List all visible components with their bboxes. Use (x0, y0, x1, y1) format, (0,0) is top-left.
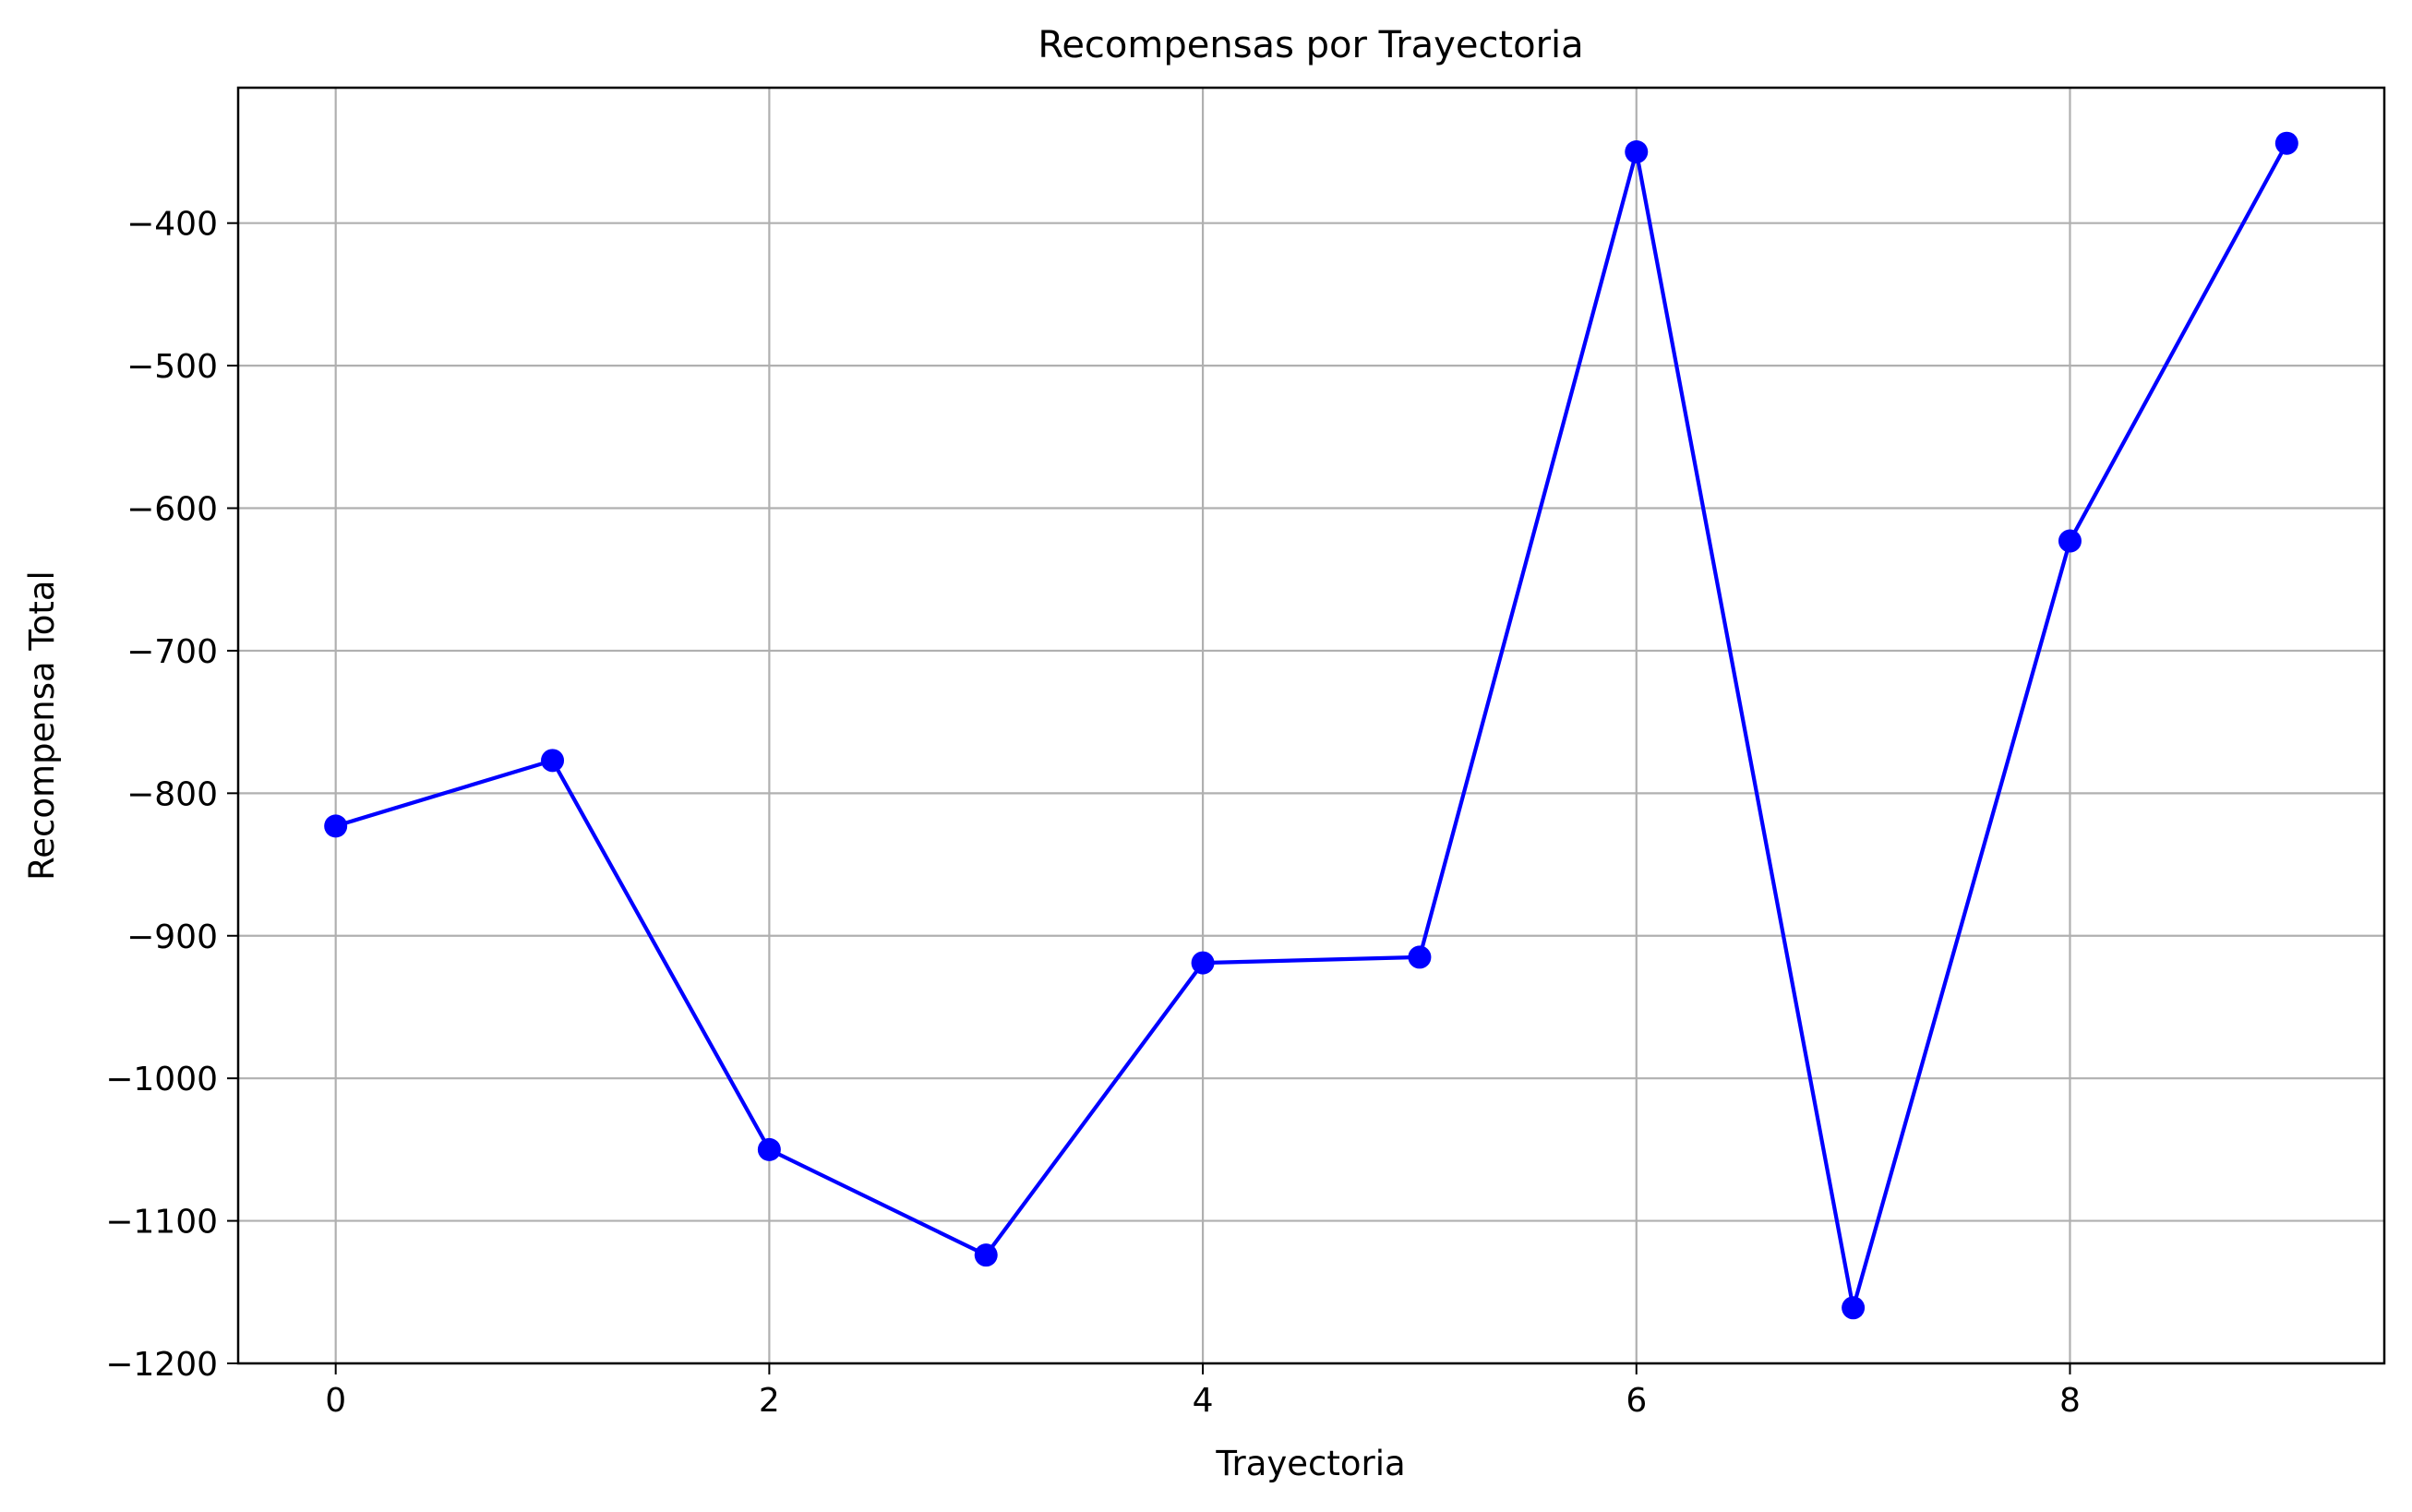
axis-ticks: 0 2 4 6 8 −400 −500 −600 −700 −800 −900 −1000 −1100 −… (105, 206, 2081, 1420)
x-tick-label: 0 (325, 1382, 346, 1420)
data-point-marker (324, 814, 348, 838)
series-layer (324, 131, 2298, 1320)
data-point-marker (974, 1243, 998, 1267)
data-point-marker (2274, 131, 2298, 155)
y-tick-label: −900 (126, 918, 218, 956)
x-tick-label: 6 (1626, 1382, 1647, 1420)
y-tick-label: −1000 (105, 1061, 218, 1098)
y-tick-label: −500 (126, 348, 218, 386)
data-point-marker (2058, 529, 2082, 553)
data-point-marker (757, 1137, 781, 1161)
x-tick-label: 2 (759, 1382, 780, 1420)
x-axis-label: Trayectoria (1215, 1444, 1405, 1483)
data-point-marker (541, 749, 565, 773)
data-point-marker (1191, 951, 1215, 975)
x-tick-label: 8 (2059, 1382, 2081, 1420)
plot-area-frame (236, 86, 2386, 1365)
chart-title: Recompensas por Trayectoria (1038, 24, 1583, 66)
y-tick-label: −600 (126, 491, 218, 529)
y-tick-label: −1100 (105, 1204, 218, 1242)
data-point-marker (1408, 945, 1432, 969)
series-line (335, 142, 2289, 1310)
y-axis-label: Recompensa Total (22, 570, 62, 881)
y-tick-label: −700 (126, 633, 218, 671)
data-point-marker (1625, 139, 1649, 163)
x-tick-label: 4 (1193, 1382, 1214, 1420)
data-point-marker (1842, 1296, 1866, 1320)
y-tick-label: −800 (126, 775, 218, 813)
y-tick-label: −1200 (105, 1346, 218, 1384)
y-tick-label: −400 (126, 206, 218, 244)
